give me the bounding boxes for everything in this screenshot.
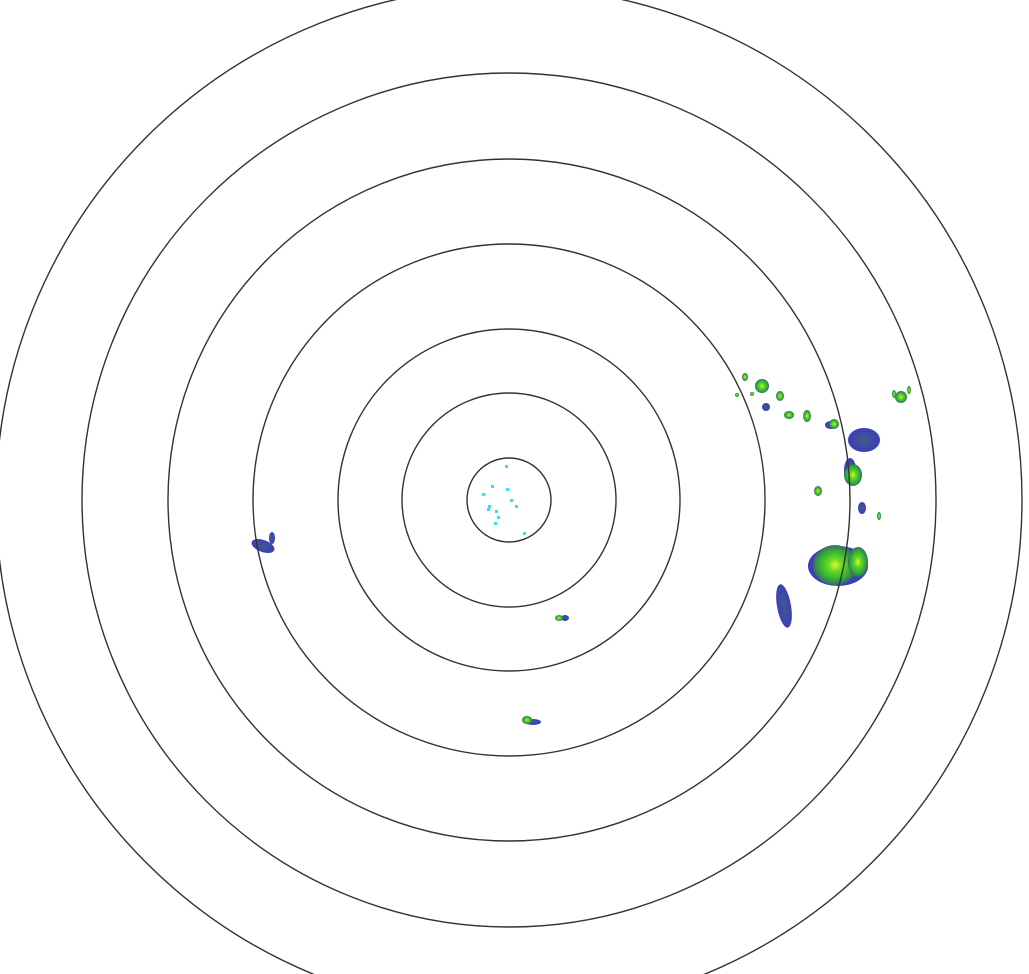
range-ring-5 [167,158,851,842]
clutter-speck [482,493,485,496]
precip-cell [776,391,784,401]
clutter-speck [505,465,508,468]
precip-cell [784,411,794,419]
clutter-speck [497,516,500,519]
weak-echo [858,502,866,514]
precip-cell [892,390,896,398]
precip-cell [814,486,822,496]
range-ring-1 [466,457,552,543]
precip-cell [907,386,911,394]
precip-cell [522,716,532,724]
precip-cell [895,391,907,403]
precip-cell [877,512,881,520]
range-ring-3 [337,328,681,672]
weak-echo [269,532,275,544]
precip-cell [829,419,839,429]
weak-echo [561,615,569,621]
clutter-speck [495,510,498,513]
clutter-speck [487,508,490,511]
clutter-speck [488,505,491,508]
clutter-speck [506,488,509,491]
weak-echo [848,428,880,452]
clutter-speck [515,505,518,508]
range-ring-4 [252,243,766,757]
precip-cell [803,410,811,422]
clutter-speck [494,522,497,525]
range-ring-6 [81,72,937,928]
precip-cell [848,547,868,577]
precipitation-echoes [251,373,911,725]
clutter-speck [491,485,494,488]
weak-echo [762,403,770,411]
precip-cell [844,464,862,486]
range-ring-2 [401,392,617,608]
precip-cell [750,392,754,396]
precip-cell [755,379,769,393]
precip-cell [555,615,563,621]
clutter-speck [510,499,513,502]
clutter-speck [523,532,526,535]
precip-cell [735,393,739,397]
precip-cell [742,373,748,381]
weak-echo [776,584,792,628]
